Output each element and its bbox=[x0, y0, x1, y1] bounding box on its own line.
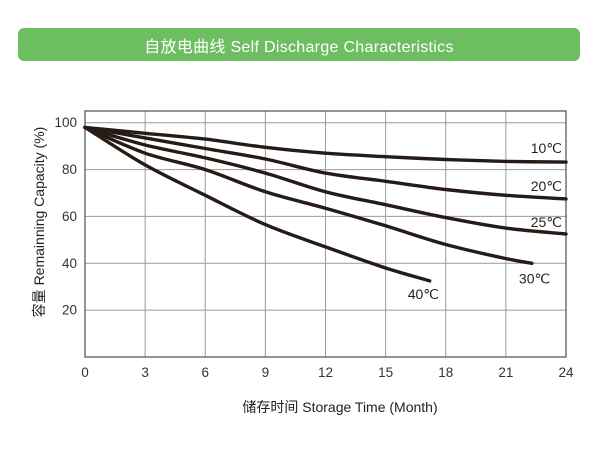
y-tick-80: 80 bbox=[62, 162, 77, 177]
curve-25c bbox=[83, 125, 568, 236]
x-axis-title: 储存时间 Storage Time (Month) bbox=[242, 399, 438, 415]
y-tick-20: 20 bbox=[62, 303, 77, 318]
curve-label-25c: 25℃ bbox=[531, 214, 562, 230]
curve-label-30c: 30℃ bbox=[519, 270, 550, 286]
curve-label-10c: 10℃ bbox=[531, 140, 562, 156]
y-axis-title: 容量 Remainning Capacity (%) bbox=[31, 126, 47, 318]
x-tick-15: 15 bbox=[378, 365, 393, 380]
curve-label-40c: 40℃ bbox=[408, 286, 439, 302]
chart-title-bar: 自放电曲线 Self Discharge Characteristics bbox=[18, 28, 580, 61]
curve-30c bbox=[83, 125, 534, 265]
curve-20c bbox=[83, 125, 568, 201]
curve-10c bbox=[83, 125, 568, 164]
curve-label-20c: 20℃ bbox=[531, 178, 562, 194]
x-tick-12: 12 bbox=[318, 365, 333, 380]
x-tick-21: 21 bbox=[498, 365, 513, 380]
x-tick-0: 0 bbox=[81, 365, 89, 380]
y-tick-100: 100 bbox=[54, 115, 77, 130]
x-tick-18: 18 bbox=[438, 365, 453, 380]
x-tick-6: 6 bbox=[201, 365, 209, 380]
chart-title: 自放电曲线 Self Discharge Characteristics bbox=[144, 38, 454, 56]
x-tick-9: 9 bbox=[262, 365, 270, 380]
y-tick-40: 40 bbox=[62, 256, 77, 271]
curve-40c bbox=[83, 125, 432, 283]
y-tick-60: 60 bbox=[62, 209, 77, 224]
x-tick-3: 3 bbox=[141, 365, 149, 380]
x-tick-24: 24 bbox=[558, 365, 574, 380]
